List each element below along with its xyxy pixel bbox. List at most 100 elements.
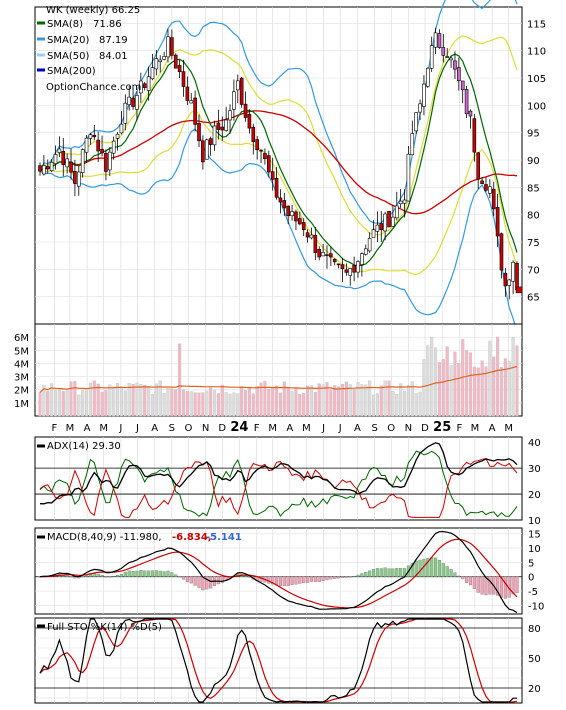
candle-body (38, 165, 42, 172)
volume-bar (84, 390, 89, 417)
volume-bar (387, 380, 391, 417)
sto-legend: Full STO %K(14) %D(5) (37, 622, 162, 633)
price-legend: WK (weekly) 66.25 SMA(8) 71.86 SMA(20) 8… (37, 5, 141, 93)
macd-panel: 15 10 5 0 -5 -10 (34, 527, 544, 615)
macd-histogram-bar (379, 568, 383, 577)
volume-bar (418, 391, 422, 417)
volume-tick-label: 2M (14, 386, 29, 397)
volume-bar (251, 393, 255, 417)
volume-bar (290, 391, 294, 417)
macd-histogram-bar (127, 570, 131, 577)
legend-sma20-value: 87.19 (99, 35, 128, 46)
price-tick-label: 90 (527, 156, 540, 167)
candle-body (181, 71, 186, 87)
price-title: WK (weekly) 66.25 (46, 5, 140, 16)
volume-bar (414, 393, 418, 417)
volume-bar (81, 390, 85, 417)
candle-body (92, 134, 97, 138)
macd-histogram-bar (340, 576, 345, 578)
macd-histogram-bar (511, 576, 515, 595)
volume-bar (294, 387, 298, 417)
candle-body (394, 205, 399, 219)
macd-histogram-bar (515, 576, 519, 594)
candle-body (235, 80, 240, 91)
candle-body (123, 102, 128, 124)
adx-panel: 10 20 30 40 (34, 436, 541, 527)
volume-bar (263, 381, 267, 417)
price-tick-label: 70 (527, 265, 540, 276)
volume-bar (449, 365, 453, 417)
month-label: M (471, 423, 480, 434)
macd-histogram-bar (352, 576, 356, 577)
sto-frame (34, 617, 523, 704)
macd-histogram-bar (383, 567, 387, 577)
macd-histogram-bar (69, 576, 73, 578)
volume-bar (240, 386, 244, 417)
candle-body (336, 263, 341, 266)
candle-body (290, 211, 294, 217)
volume-tick-label: 6M (14, 333, 29, 344)
volume-bar (139, 384, 143, 417)
volume-bar (383, 380, 387, 417)
candle-body (383, 213, 387, 232)
candle-body (329, 253, 333, 258)
volume-bar (402, 390, 407, 417)
volume-bar (333, 385, 337, 417)
volume-bar (65, 390, 69, 417)
volume-bar (61, 391, 65, 417)
candle-body (259, 149, 263, 152)
volume-bar (302, 393, 306, 417)
candle-body (387, 211, 391, 228)
candle-body (111, 140, 116, 154)
adx-tick-label: 20 (528, 490, 541, 501)
candle-body (88, 134, 93, 139)
macd-histogram-bar (193, 576, 197, 586)
volume-bar (236, 393, 240, 417)
volume-bar (116, 383, 120, 417)
volume-bar (453, 351, 457, 417)
macd-histogram-bar (321, 576, 325, 581)
month-label: 25 (433, 420, 451, 435)
macd-histogram-bar (243, 575, 248, 577)
volume-bar (147, 386, 151, 417)
candle-body (298, 218, 302, 225)
candle-body (104, 152, 108, 172)
volume-bar (100, 391, 104, 417)
volume-bar (364, 384, 368, 417)
watermark: OptionChance.com (46, 82, 141, 93)
month-label: M (99, 423, 108, 434)
volume-bar (356, 382, 360, 417)
volume-bar (131, 383, 135, 417)
envelope-upper-line (39, 35, 518, 236)
volume-bar (46, 390, 50, 417)
candle-body (45, 166, 50, 170)
candle-body (96, 139, 100, 152)
candle-body (453, 60, 457, 70)
candle-body (185, 86, 190, 101)
macd-value: -6.834, (172, 532, 212, 543)
volume-panel: 1M 2M 3M 4M 5M 6M (14, 323, 523, 417)
candle-body (84, 137, 89, 153)
volume-bar (216, 393, 220, 417)
candle-body (480, 180, 484, 185)
volume-bar (69, 381, 73, 417)
month-label: 24 (230, 420, 248, 435)
volume-bar (104, 389, 108, 417)
candle-body (224, 119, 228, 131)
macd-line (39, 530, 518, 614)
month-label: A (151, 423, 158, 434)
macd-histogram-bar (441, 563, 445, 577)
candle-body (499, 233, 504, 271)
macd-histogram-bar (282, 576, 286, 587)
macd-histogram-bar (306, 576, 310, 583)
candle-body (313, 234, 318, 253)
candle-body (42, 165, 46, 175)
candle-body (255, 139, 259, 151)
bollinger-upper-line (39, 0, 518, 224)
price-tick-label: 95 (527, 129, 540, 140)
candle-body (139, 80, 143, 94)
volume-bar (232, 392, 236, 417)
candle-body (154, 58, 159, 70)
macd-histogram-bar (488, 576, 492, 595)
